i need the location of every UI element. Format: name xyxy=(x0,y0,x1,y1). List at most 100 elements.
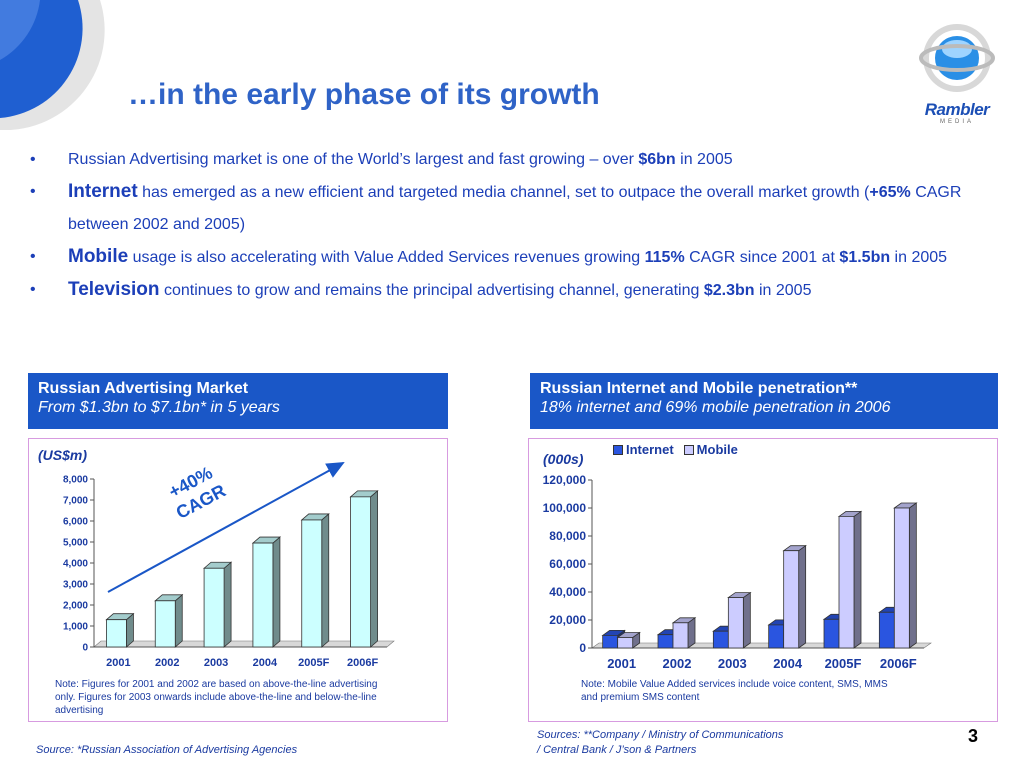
bar-internet-2005F xyxy=(823,618,840,649)
bar-mobile-2003-side xyxy=(742,591,751,649)
bullet-text: CAGR since 2001 at xyxy=(684,249,840,266)
y-tick-label: 4,000 xyxy=(63,559,88,570)
y-tick-label: 2,000 xyxy=(63,601,88,612)
y-tick-label: 80,000 xyxy=(549,529,586,543)
x-tick-label: 2006F xyxy=(880,656,917,671)
bullet-item: • Mobile usage is also accelerating with … xyxy=(30,241,1010,274)
advertising-chart-panel xyxy=(28,438,448,722)
bar-mobile-2003 xyxy=(727,597,744,649)
x-tick-label: 2003 xyxy=(204,657,228,669)
x-tick-label: 2002 xyxy=(663,656,692,671)
penetration-source-line2: / Central Bank / J’son & Partners xyxy=(537,744,697,756)
penetration-heading: Russian Internet and Mobile penetration*… xyxy=(540,380,858,397)
bar-mobile-2005F xyxy=(838,516,855,649)
bullet-text: Russian Advertising market is one of the… xyxy=(68,151,639,168)
bullet-text: $6bn xyxy=(638,151,676,168)
legend-item-internet: Internet xyxy=(613,442,674,457)
bullet-text: 115% xyxy=(644,249,685,266)
bullet-text: usage is also accelerating with Value Ad… xyxy=(128,249,645,266)
bullet-text: Mobile xyxy=(68,246,129,267)
penetration-chart-panel xyxy=(528,438,998,722)
corner-decoration xyxy=(0,0,105,130)
x-tick-label: 2005F xyxy=(298,657,329,669)
y-tick-label: 40,000 xyxy=(549,585,586,599)
advertising-market-header: Russian Advertising Market From $1.3bn t… xyxy=(28,373,448,429)
advertising-unit-label: (US$m) xyxy=(38,447,88,463)
chart-legend: Internet Mobile xyxy=(613,442,738,457)
y-tick-label: 6,000 xyxy=(63,517,88,528)
legend-label-internet: Internet xyxy=(626,442,674,457)
bar-2003 xyxy=(203,567,225,648)
y-tick-label: 1,000 xyxy=(63,622,88,633)
rambler-logo: Rambler MEDIA xyxy=(918,20,996,128)
penetration-subheading: 18% internet and 69% mobile penetration … xyxy=(540,399,891,416)
penetration-header: Russian Internet and Mobile penetration*… xyxy=(530,373,998,429)
bar-2002 xyxy=(154,600,176,648)
growth-arrow xyxy=(107,462,345,593)
bar-mobile-2004-side xyxy=(798,544,807,649)
bullet-text: CAGR between 2002 and 2005) xyxy=(68,184,962,233)
x-tick-label: 2002 xyxy=(155,657,179,669)
advertising-note: Note: Figures for 2001 and 2002 are base… xyxy=(55,679,378,716)
bar-2004 xyxy=(252,542,274,648)
bullet-text: continues to grow and remains the princi… xyxy=(159,282,704,299)
bullet-text: Internet xyxy=(68,181,138,202)
rambler-logo-icon xyxy=(919,24,995,92)
bar-2006F xyxy=(350,496,371,648)
y-tick-label: 7,000 xyxy=(63,496,88,507)
y-tick-label: 3,000 xyxy=(63,580,88,591)
bar-mobile-2002 xyxy=(672,622,689,649)
penetration-unit-label: (000s) xyxy=(543,451,584,467)
advertising-market-heading: Russian Advertising Market xyxy=(38,380,249,397)
bar-mobile-2001 xyxy=(617,637,634,649)
bullet-text: Television xyxy=(68,279,160,300)
legend-swatch-mobile xyxy=(683,444,694,455)
legend-label-mobile: Mobile xyxy=(696,442,738,457)
y-tick-label: 100,000 xyxy=(543,501,587,515)
advertising-market-subheading: From $1.3bn to $7.1bn* in 5 years xyxy=(38,399,280,416)
bar-internet-2003 xyxy=(712,630,729,649)
y-tick-label: 0 xyxy=(579,641,586,655)
bullet-text: has emerged as a new efficient and targe… xyxy=(137,184,870,201)
x-tick-label: 2006F xyxy=(347,657,378,669)
bullet-dot: • xyxy=(30,248,36,265)
bar-mobile-2005F-side xyxy=(853,510,862,649)
bullet-text: in 2005 xyxy=(754,282,812,299)
bar-mobile-2006F xyxy=(893,507,910,649)
page-title: …in the early phase of its growth xyxy=(128,78,600,111)
bullet-item: • Television continues to grow and remain… xyxy=(30,274,1010,307)
bar-internet-2001 xyxy=(602,635,619,649)
bullet-text: $2.3bn xyxy=(703,282,755,299)
bullet-text: in 2005 xyxy=(890,249,948,266)
y-tick-label: 20,000 xyxy=(549,613,586,627)
legend-swatch-internet xyxy=(613,444,623,455)
bar-2001 xyxy=(106,619,127,648)
logo-wordmark: Rambler xyxy=(924,100,990,119)
x-tick-label: 2005F xyxy=(825,656,862,671)
bar-mobile-2006F-side xyxy=(908,502,917,649)
x-tick-label: 2001 xyxy=(106,657,130,669)
bullet-dot: • xyxy=(30,183,36,200)
y-tick-label: 5,000 xyxy=(63,538,88,549)
advertising-source: Source: *Russian Association of Advertis… xyxy=(36,744,298,756)
y-tick-label: 0 xyxy=(82,643,88,654)
bar-mobile-2004 xyxy=(783,550,800,649)
x-tick-label: 2004 xyxy=(253,657,278,669)
y-tick-label: 120,000 xyxy=(543,473,587,487)
bullet-dot: • xyxy=(30,151,36,168)
x-tick-label: 2003 xyxy=(718,656,747,671)
logo-subtitle: MEDIA xyxy=(939,119,974,125)
penetration-note: Note: Mobile Value Added services includ… xyxy=(581,679,888,703)
penetration-source: Sources: **Company / Ministry of Communi… xyxy=(537,728,783,758)
bullet-list: • Russian Advertising market is one of th… xyxy=(30,144,1010,307)
bullet-text: in 2005 xyxy=(675,151,733,168)
bullet-item: • Internet has emerged as a new efficient… xyxy=(30,176,1010,241)
bar-internet-2004 xyxy=(768,624,785,649)
x-tick-label: 2004 xyxy=(773,656,803,671)
y-tick-label: 60,000 xyxy=(549,557,586,571)
bullet-text: +65% xyxy=(869,184,911,201)
bar-2005F xyxy=(301,519,323,648)
bullet-dot: • xyxy=(30,281,36,298)
bar-internet-2006F xyxy=(878,611,895,649)
